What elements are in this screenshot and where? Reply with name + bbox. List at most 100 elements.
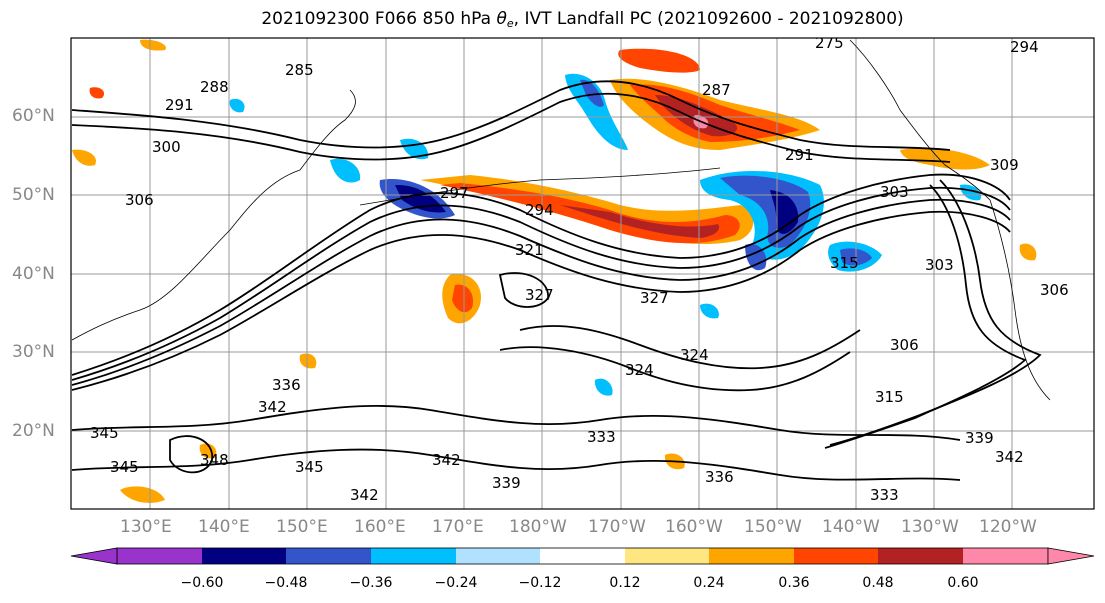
contour-label: 348 [200,451,229,469]
contour-label: 288 [200,78,229,96]
contour-label: 306 [125,191,154,209]
contour-jet-5 [71,80,951,151]
shade-neg-11 [330,158,361,183]
colorbar-tick-label: 0.36 [778,575,810,591]
contour-label: 291 [785,146,814,164]
title-theta: θ [496,9,507,29]
contour-value-labels: 275 294 288 285 291 287 300 291 303 309 … [90,34,1069,504]
lon-label-170w: 170°W [588,517,646,537]
coastlines [71,39,1051,401]
lon-label-140e: 140°E [198,517,250,537]
contour-jet-6 [71,92,951,163]
contour-label: 336 [705,468,734,486]
contour-label: 327 [640,289,669,307]
theta-e-contours [71,80,1042,481]
contour-label: 342 [350,486,379,504]
shade-pos-16 [89,87,105,99]
colorbar-tick-label: −0.36 [349,575,393,591]
contour-jet-2 [71,186,1011,381]
map-title: 2021092300 F066 850 hPa θe, IVT Landfall… [0,9,1105,30]
contour-label: 294 [525,201,554,219]
colorbar-box [286,548,371,564]
contour-label: 306 [1040,281,1069,299]
shade-pos-4 [618,48,700,73]
contour-label: 306 [890,336,919,354]
shade-neg-16 [960,184,982,201]
lat-label-30n: 30°N [12,342,55,362]
coast-alaska [849,39,991,201]
lat-label-60n: 60°N [12,106,55,126]
contour-label: 309 [990,156,1019,174]
contour-label: 303 [880,183,909,201]
lon-label-120w: 120°W [979,517,1037,537]
contour-label: 285 [285,61,314,79]
contour-label: 315 [830,254,859,272]
colorbar-tick-label: −0.12 [518,575,562,591]
contour-label: 294 [1010,38,1039,56]
shade-pos-15 [120,486,165,503]
contour-south-3 [519,325,861,370]
contour-label: 333 [870,486,899,504]
lat-label-20n: 20°N [12,421,55,441]
colorbar-box [709,548,794,564]
colorbar-box [794,548,878,564]
lat-label-40n: 40°N [12,264,55,284]
colorbar-tick-label: 0.60 [947,575,979,591]
lon-label-160e: 160°E [354,517,406,537]
lon-label-130e: 130°E [120,517,172,537]
colorbar-box [371,548,456,564]
colorbar-box [963,548,1048,564]
contour-label: 342 [258,398,287,416]
colorbar-box [540,548,625,564]
contour-label: 324 [625,361,654,379]
lon-label-150w: 150°W [744,517,802,537]
colorbar-box [878,548,963,564]
shade-pos-3 [560,205,720,238]
contour-jet-3 [71,198,1011,386]
contour-label: 321 [515,241,544,259]
lon-label-180w: 180°W [509,517,567,537]
coast-east-asia [71,169,301,341]
contour-label: 303 [925,256,954,274]
lat-label-50n: 50°N [12,185,55,205]
graticule [71,38,1094,509]
title-prefix: 2021092300 F066 850 hPa [261,9,492,29]
contour-south-2 [71,448,961,481]
contour-label: 275 [815,34,844,52]
shade-neg-14 [594,378,613,396]
colorbar [70,547,1095,565]
contour-cell-2 [498,272,549,308]
contour-label: 297 [440,184,469,202]
map-content: 275 294 288 285 291 287 300 291 303 309 … [71,34,1094,509]
contour-south-1 [71,404,961,441]
contour-label: 315 [875,388,904,406]
colorbar-tick-label: 0.24 [693,575,725,591]
lon-label-170e: 170°E [432,517,484,537]
contour-label: 339 [492,474,521,492]
colorbar-tick-label: 0.12 [609,575,641,591]
colorbar-box [202,548,286,564]
contour-label: 342 [995,448,1024,466]
shade-pos-17 [1019,243,1037,261]
contour-south-4 [499,346,851,392]
contour-cell-1 [169,435,213,474]
contour-label: 339 [965,429,994,447]
contour-jet-4 [71,210,1011,391]
colorbar-box [117,548,202,564]
lon-label-150e: 150°E [276,517,328,537]
lon-label-130w: 130°W [901,517,959,537]
contour-label: 333 [587,428,616,446]
contour-label: 345 [90,424,119,442]
title-theta-sub: e [506,17,514,30]
colorbar-boxes [116,547,1049,565]
contour-label: 342 [432,451,461,469]
contour-label: 345 [110,458,139,476]
colorbar-tick-label: −0.60 [180,575,224,591]
contour-label: 327 [525,286,554,304]
contour-label: 336 [272,376,301,394]
colorbar-box [625,548,709,564]
contour-loop-2 [824,184,1027,449]
shade-pos-10 [452,284,474,313]
lon-label-160w: 160°W [665,517,723,537]
